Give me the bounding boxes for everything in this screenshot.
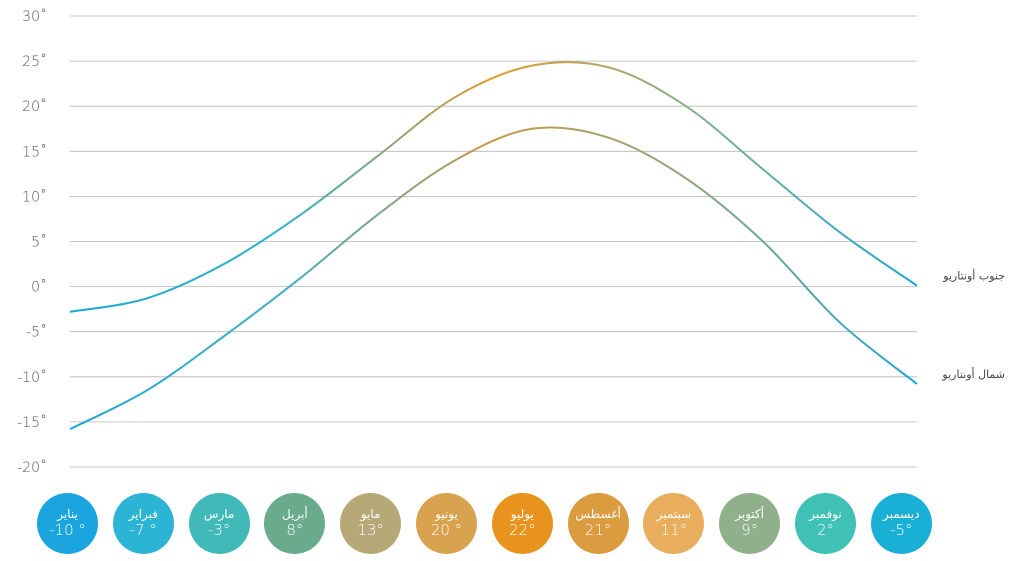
series-labels: جنوب أونتاريو شمال أونتاريو [941,269,1005,381]
y-tick-label: -15˚ [17,414,47,431]
series-lines [69,61,918,431]
series-label: جنوب أونتاريو [942,269,1005,283]
y-tick-label: -20˚ [17,459,47,476]
y-tick-label: 30˚ [22,8,47,25]
series-label: شمال أونتاريو [941,367,1005,381]
series-line-south-ontario [69,61,918,313]
y-tick-label: 10˚ [22,188,47,205]
y-tick-label: 5˚ [31,234,47,251]
y-tick-label: 15˚ [22,143,47,160]
y-tick-label: -10˚ [17,369,47,386]
y-tick-label: 0˚ [31,279,47,296]
series-line-north-ontario [69,126,918,431]
y-tick-label: 25˚ [22,53,47,70]
grid-lines [70,15,917,468]
y-tick-label: 20˚ [22,98,47,115]
y-tick-label: -5˚ [26,324,47,341]
y-axis-ticks: 30˚ 25˚ 20˚ 15˚ 10˚ 5˚ 0˚ -5˚ -10˚ -15˚ -20˚ [17,8,47,476]
